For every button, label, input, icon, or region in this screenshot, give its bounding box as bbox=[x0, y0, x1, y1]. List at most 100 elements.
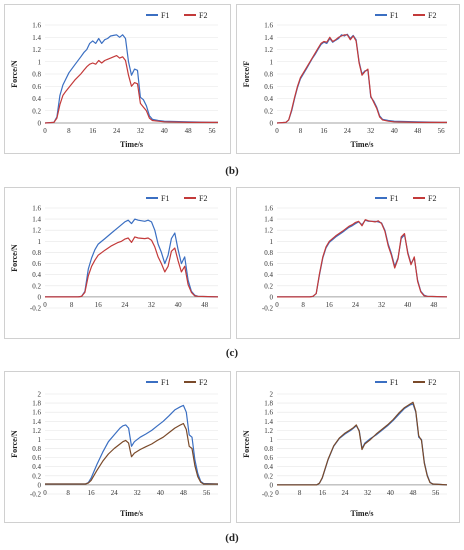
y-tick-label: 1.8 bbox=[32, 400, 41, 408]
y-tick-label: 0.2 bbox=[32, 282, 41, 290]
x-tick-label: 0 bbox=[275, 301, 279, 309]
y-tick-label: 0.2 bbox=[264, 282, 273, 290]
chart-panel-b-right: 0 0.2 0.4 0.6 0.8 1 1.2 1.4 1.6 0 8 16 24 32 40 48 56 F1 F… bbox=[236, 4, 460, 154]
series-line-f2 bbox=[45, 236, 219, 298]
y-tick-label: 1.8 bbox=[264, 400, 273, 408]
x-axis-label: Time/s bbox=[351, 140, 374, 149]
y-tick-label: 0.8 bbox=[32, 249, 41, 257]
x-tick-label: 32 bbox=[378, 301, 386, 309]
x-tick-label: 16 bbox=[88, 489, 96, 497]
chart-panel-c-right: -0.2 0 0.2 0.4 0.6 0.8 1 1.2 1.4 1.6 0 8 16 24 32 40 48 F… bbox=[236, 187, 460, 339]
legend-label: F2 bbox=[428, 378, 436, 387]
y-tick-label: 2 bbox=[38, 391, 42, 399]
y-tick-label: 1.6 bbox=[264, 205, 273, 213]
series-line-f2 bbox=[45, 422, 218, 485]
x-tick-label: 40 bbox=[157, 489, 165, 497]
y-tick-label: -0.2 bbox=[262, 491, 274, 499]
x-tick-label: 32 bbox=[137, 127, 145, 135]
y-tick-label: 0.6 bbox=[264, 83, 273, 91]
caption-c: (c) bbox=[225, 347, 239, 359]
x-tick-label: 24 bbox=[352, 301, 360, 309]
x-tick-label: 0 bbox=[275, 489, 279, 497]
y-tick-label: 1 bbox=[270, 436, 274, 444]
y-axis-label: Force/N bbox=[10, 60, 19, 88]
series-line-f2 bbox=[277, 219, 448, 298]
chart-panel-c-left: -0.2 0 0.2 0.4 0.6 0.8 1 1.2 1.4 1.6 0 8 16 24 32 40 48 F… bbox=[4, 187, 231, 339]
y-tick-label: 1.4 bbox=[264, 216, 273, 224]
x-tick-label: 8 bbox=[66, 489, 70, 497]
y-tick-label: 0.6 bbox=[32, 454, 41, 462]
chart-panel-b-left: 0 0.2 0.4 0.6 0.8 1 1.2 1.4 1.6 0 8 16 24 32 40 48 56 F1 F… bbox=[4, 4, 231, 154]
y-tick-label: 1.6 bbox=[264, 22, 273, 30]
y-tick-label: 1.6 bbox=[32, 205, 41, 213]
x-tick-label: 24 bbox=[111, 489, 119, 497]
x-tick-label: 48 bbox=[180, 489, 188, 497]
x-tick-label: 56 bbox=[209, 127, 217, 135]
x-tick-label: 32 bbox=[364, 489, 372, 497]
x-tick-label: 0 bbox=[43, 489, 47, 497]
y-tick-label: 0.6 bbox=[32, 260, 41, 268]
y-tick-label: 1.6 bbox=[32, 22, 41, 30]
x-tick-label: 40 bbox=[391, 127, 399, 135]
x-axis-label: Time/s bbox=[120, 509, 143, 518]
legend-label: F1 bbox=[390, 194, 398, 203]
x-tick-label: 8 bbox=[67, 127, 71, 135]
series-line-f1 bbox=[276, 33, 447, 124]
x-tick-label: 16 bbox=[319, 489, 327, 497]
y-tick-label: 0.6 bbox=[264, 260, 273, 268]
x-tick-label: 56 bbox=[438, 127, 446, 135]
legend-label: F2 bbox=[428, 194, 436, 203]
y-tick-label: 0.8 bbox=[264, 249, 273, 257]
legend-label: F1 bbox=[161, 378, 169, 387]
x-tick-label: 24 bbox=[344, 127, 352, 135]
y-tick-label: 1.2 bbox=[32, 227, 41, 235]
y-axis-label: Force/F bbox=[242, 61, 251, 88]
y-tick-label: 0.4 bbox=[264, 463, 273, 471]
x-tick-label: 16 bbox=[95, 301, 103, 309]
y-tick-label: 0.2 bbox=[32, 472, 41, 480]
y-tick-label: 0 bbox=[38, 293, 42, 301]
y-tick-label: 0.4 bbox=[264, 271, 273, 279]
x-tick-label: 8 bbox=[298, 489, 302, 497]
y-tick-label: 1.2 bbox=[264, 427, 273, 435]
y-tick-label: -0.2 bbox=[262, 305, 274, 313]
x-tick-label: 8 bbox=[301, 301, 305, 309]
y-axis-label: Force/N bbox=[10, 244, 19, 272]
x-tick-label: 0 bbox=[275, 127, 279, 135]
y-tick-label: 1.4 bbox=[32, 418, 41, 426]
legend-label: F1 bbox=[161, 194, 169, 203]
x-tick-label: 24 bbox=[121, 301, 129, 309]
x-tick-label: 48 bbox=[410, 489, 418, 497]
chart-panel-d-right: -0.2 0 0.2 0.4 0.6 0.8 1 1.2 1.4 1.6 1.8 2 0 8 16 24 32 4… bbox=[236, 371, 460, 523]
series-line-f1 bbox=[45, 404, 219, 485]
y-tick-label: 1.2 bbox=[264, 46, 273, 54]
y-tick-label: 1 bbox=[270, 58, 274, 66]
x-tick-label: 24 bbox=[342, 489, 350, 497]
y-tick-label: 1.4 bbox=[32, 34, 41, 42]
y-tick-label: 0 bbox=[270, 481, 274, 489]
x-tick-label: 40 bbox=[161, 127, 169, 135]
x-tick-label: 8 bbox=[299, 127, 303, 135]
chart-svg: -0.200.20.40.60.811.21.41.61.820 8 16 24 32 4… bbox=[10, 378, 219, 518]
chart-panel-d-left: -0.2 0 0.2 0.4 0.6 0.8 1 1.2 1.4 1.6 1.8 2 0 8 16 24 32 4… bbox=[4, 371, 231, 523]
series-line-f1 bbox=[45, 218, 219, 298]
y-tick-label: 1.2 bbox=[264, 227, 273, 235]
y-tick-label: 0.4 bbox=[264, 95, 273, 103]
chart-svg: -0.200.20.40.60.811.21.41.60 8 16 24 32 40 48F… bbox=[10, 194, 219, 313]
y-tick-label: 0.4 bbox=[32, 271, 41, 279]
series-line-f2 bbox=[277, 401, 448, 486]
legend-label: F1 bbox=[390, 378, 398, 387]
y-tick-label: -0.2 bbox=[30, 491, 42, 499]
x-tick-label: 48 bbox=[414, 127, 422, 135]
chart-svg: 0 0.2 0.4 0.6 0.8 1 1.2 1.4 1.6 0 8 16 24 32 40 48 56 F1 F… bbox=[242, 11, 447, 149]
x-tick-label: 16 bbox=[89, 127, 97, 135]
x-tick-label: 24 bbox=[113, 127, 121, 135]
series-line-f1 bbox=[277, 219, 448, 298]
legend-label: F2 bbox=[199, 194, 207, 203]
y-tick-label: 0 bbox=[38, 120, 42, 128]
legend-label: F1 bbox=[161, 11, 169, 20]
x-tick-label: 0 bbox=[43, 301, 47, 309]
x-tick-label: 56 bbox=[203, 489, 211, 497]
y-tick-label: 0.6 bbox=[264, 454, 273, 462]
legend-label: F2 bbox=[199, 11, 207, 20]
